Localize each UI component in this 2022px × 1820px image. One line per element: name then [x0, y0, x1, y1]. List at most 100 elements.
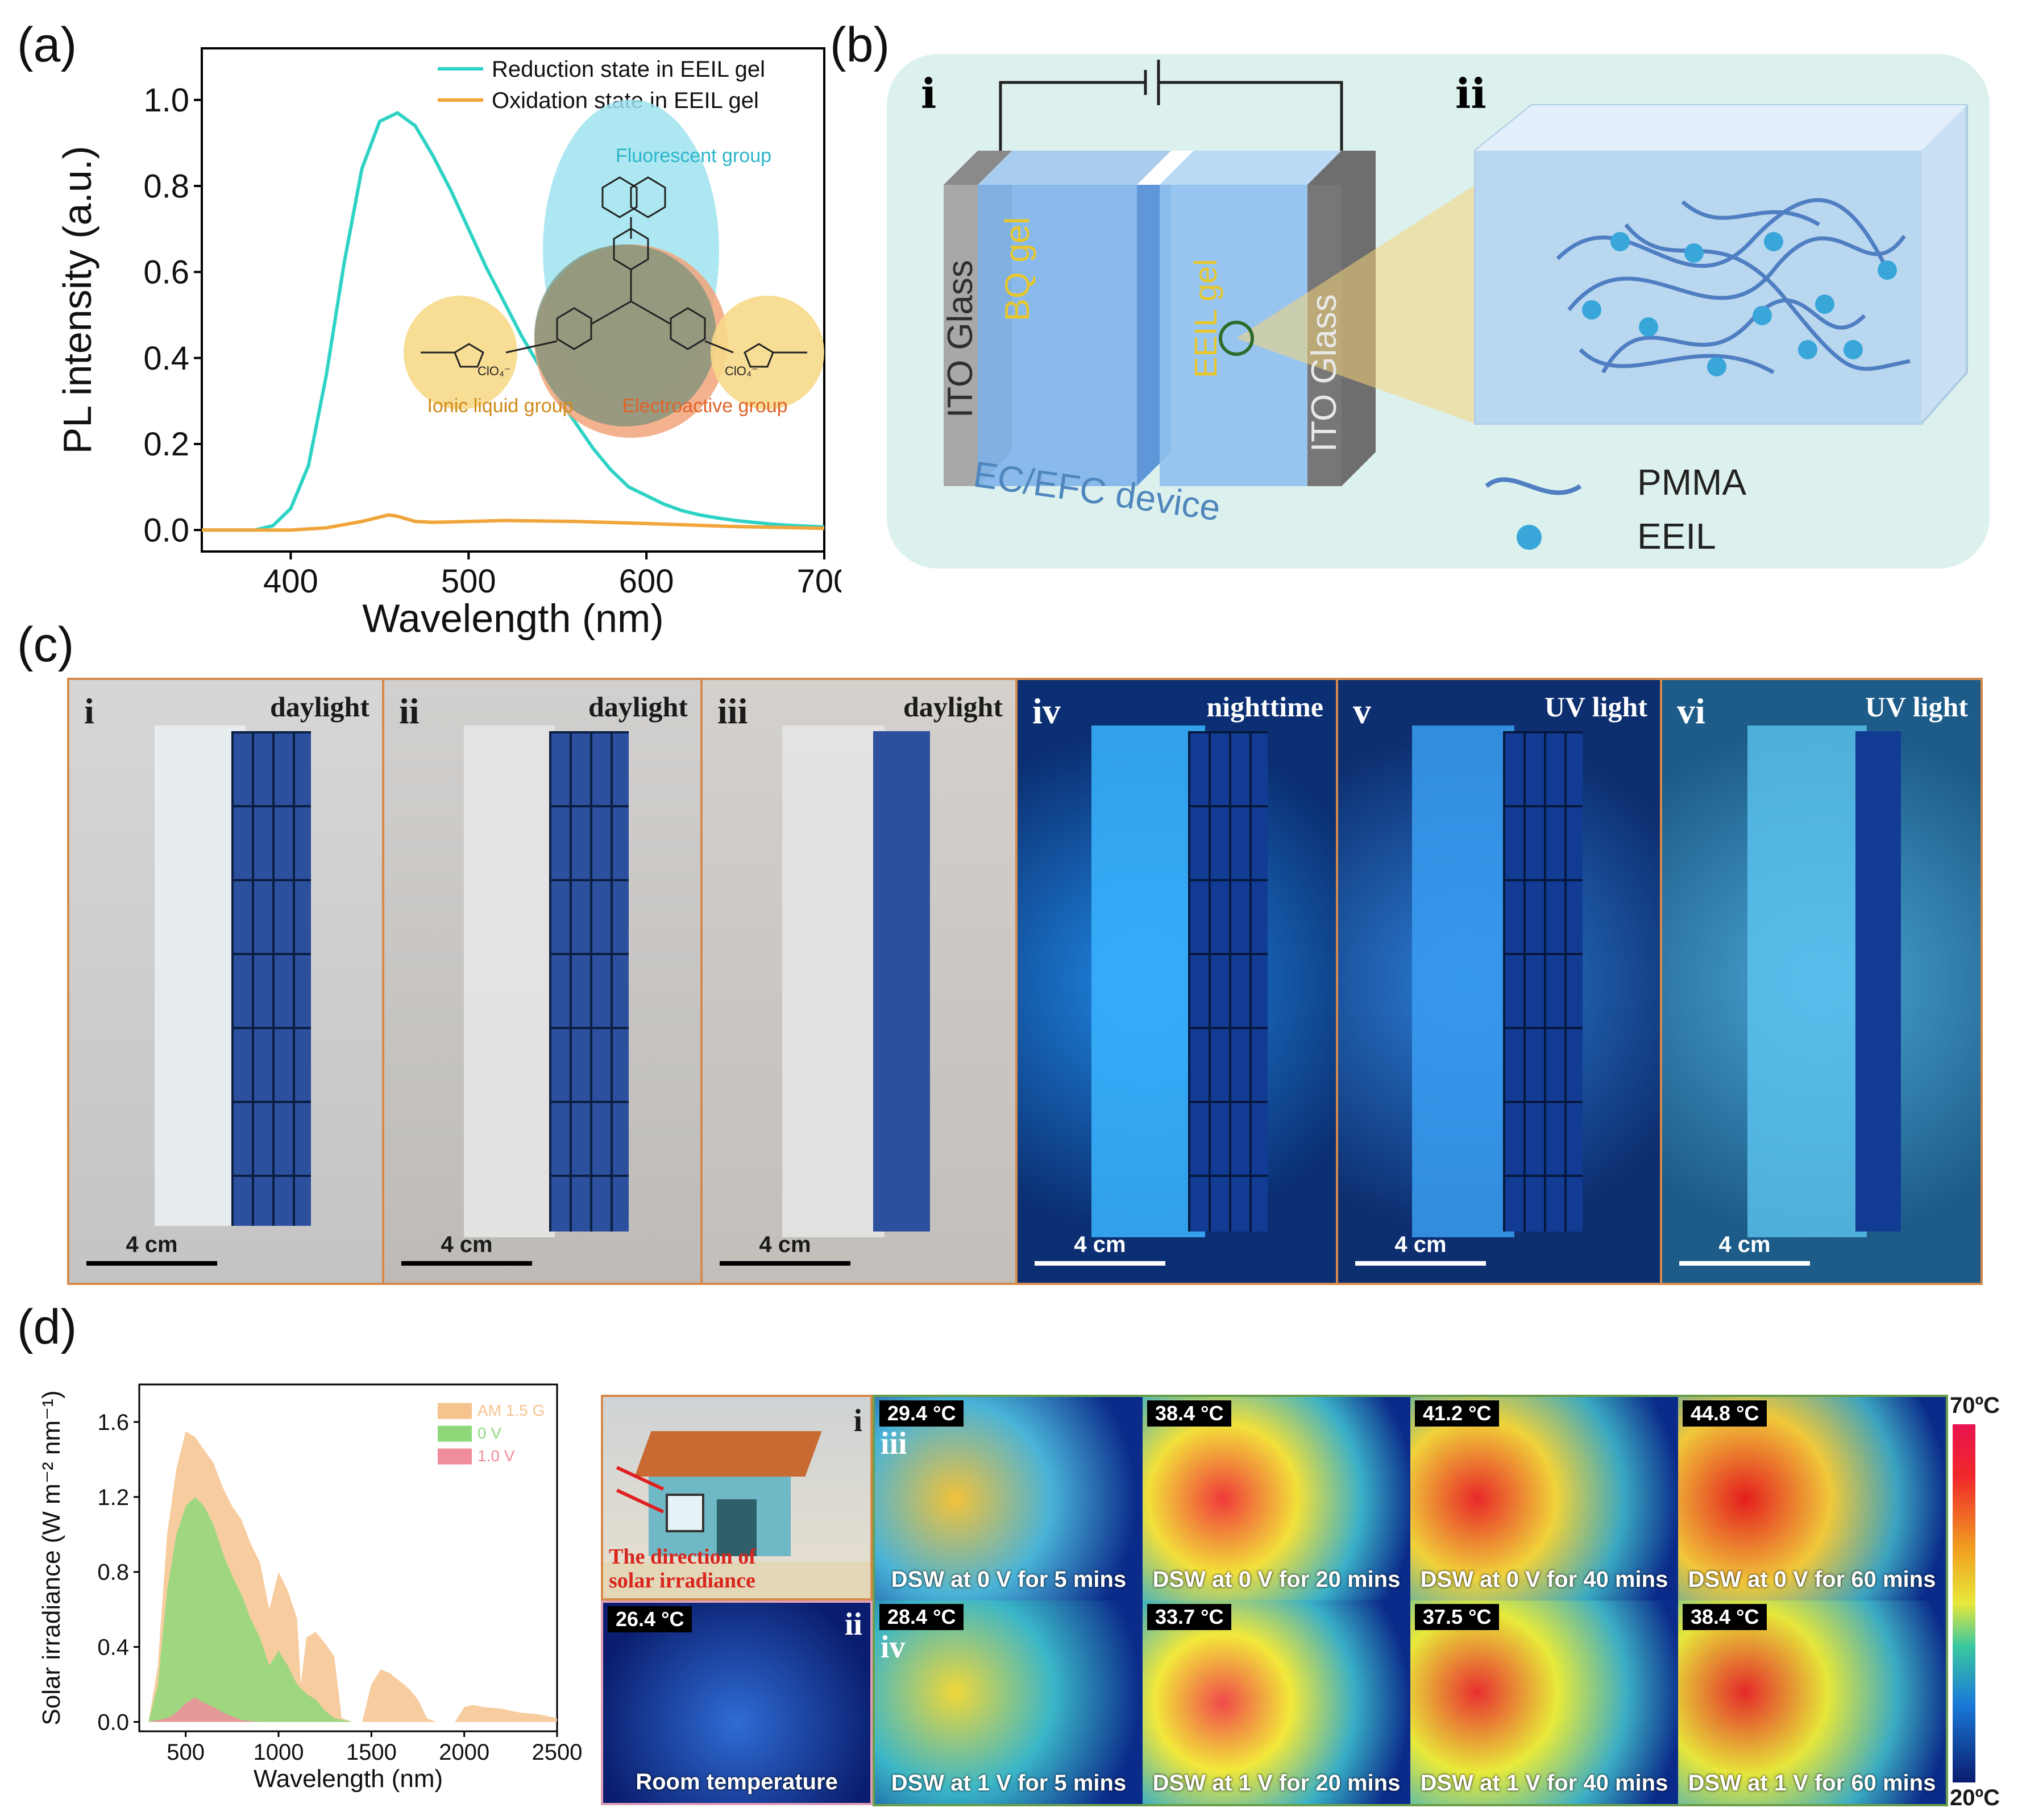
y-axis-label: PL intensity (a.u.) — [55, 146, 99, 454]
electroactive-label: Electroactive group — [622, 395, 787, 417]
eeil-particles — [1582, 232, 1897, 376]
photo-vi-scale: 4 cm — [1679, 1232, 1810, 1266]
thermal-caption: DSW at 1 V for 40 mins — [1420, 1771, 1668, 1796]
y-tick-label: 0.4 — [97, 1635, 129, 1660]
photo-v-condition: UV light — [1544, 691, 1647, 723]
schematic-roman-ii: ii — [1455, 69, 1487, 118]
bq-gel-label: BQ gel — [998, 217, 1036, 321]
photo-i-roman: i — [84, 691, 94, 731]
scale-label: 4 cm — [1074, 1232, 1126, 1257]
x-tick-label: 600 — [619, 563, 674, 600]
thermal-bottom-1: 28.4 °C iv DSW at 1 V for 5 mins — [875, 1601, 1143, 1804]
photo-ii-condition: daylight — [588, 691, 688, 723]
thermal-caption: DSW at 0 V for 40 mins — [1420, 1567, 1668, 1592]
core-region — [534, 244, 716, 426]
ionic-left-region — [404, 296, 517, 409]
photo-i-condition: daylight — [269, 691, 369, 723]
photo-vi-condition: UV light — [1865, 691, 1968, 723]
eeil-legend-dot — [1517, 525, 1542, 550]
photo-v-roman: v — [1353, 691, 1371, 731]
thermal-top-4: 44.8 °C DSW at 0 V for 60 mins — [1678, 1397, 1946, 1601]
legend-label-2: 1.0 V — [478, 1447, 515, 1465]
thermal-caption: DSW at 0 V for 20 mins — [1152, 1567, 1401, 1592]
x-tick-label: 2000 — [439, 1740, 489, 1765]
photo-iv-roman: iv — [1032, 691, 1061, 731]
anion-right: ClO₄⁻ — [725, 364, 758, 378]
photo-iii-condition: daylight — [903, 691, 1003, 723]
y-tick-label: 0.0 — [143, 512, 189, 549]
ito-glass-right-label: ITO Glass — [1305, 294, 1344, 452]
panel-label-d: (d) — [17, 1300, 77, 1354]
solar-irradiance-chart: 500 1000 1500 2000 2500 0.0 0.4 0.8 1.2 1.6 Wavele… — [38, 1383, 583, 1793]
x-tick-label: 1500 — [346, 1740, 397, 1765]
series-area-2 — [148, 1697, 260, 1722]
photo-v-scale: 4 cm — [1355, 1232, 1486, 1266]
y-axis-label: Solar irradiance (W m⁻² nm⁻¹) — [38, 1390, 65, 1725]
thermal-caption: DSW at 1 V for 60 mins — [1688, 1771, 1936, 1796]
eeil-gel-label: EEIL gel — [1188, 259, 1223, 378]
thermal-grid — [873, 1395, 1948, 1806]
photo-iii: iii daylight 4 cm — [700, 678, 1018, 1285]
y-tick-label: 0.8 — [143, 168, 189, 205]
photo-ii-scale: 4 cm — [401, 1232, 532, 1266]
x-tick-label: 700 — [797, 563, 841, 600]
photo-iii-roman: iii — [717, 691, 748, 731]
thermal-bottom-2: 33.7 °C DSW at 1 V for 20 mins — [1143, 1601, 1410, 1804]
plot-frame — [201, 47, 825, 553]
photo-ii-roman: ii — [399, 691, 420, 731]
photo-vi-roman: vi — [1677, 691, 1705, 731]
x-tick-label: 2500 — [532, 1740, 583, 1765]
photo-iv: iv nighttime 4 cm — [1015, 678, 1338, 1285]
photo-iii-scale: 4 cm — [720, 1232, 850, 1266]
ionic-right-region — [711, 296, 824, 409]
legend-label-1: 0 V — [478, 1424, 501, 1442]
x-axis-label: Wavelength (nm) — [254, 1765, 443, 1793]
ito-glass-left-label: ITO Glass — [941, 260, 980, 418]
legend-swatch-1 — [438, 1425, 472, 1442]
y-tick-label: 0.4 — [143, 340, 189, 377]
house-caption-line1: The direction of — [609, 1545, 756, 1569]
y-tick-label: 1.2 — [97, 1485, 129, 1510]
schematic-roman-i: i — [921, 69, 936, 118]
thermal-temp: 37.5 °C — [1415, 1604, 1500, 1630]
room-temperature-image: 26.4 °C ii Room temperature — [601, 1601, 873, 1805]
thermal-caption: DSW at 0 V for 5 mins — [891, 1567, 1127, 1592]
house-photo: i The direction of solar irradiance — [601, 1395, 873, 1601]
scale-label: 4 cm — [1718, 1232, 1771, 1257]
scale-label: 4 cm — [441, 1232, 493, 1257]
y-tick-label: 0.0 — [97, 1710, 129, 1735]
legend-label-0: AM 1.5 G — [478, 1402, 545, 1419]
thermal-temp: 38.4 °C — [1147, 1400, 1232, 1427]
scale-label: 4 cm — [1394, 1232, 1447, 1257]
y-tick-label: 0.8 — [97, 1560, 129, 1585]
series-area-1 — [148, 1496, 353, 1722]
thermal-top-1: 29.4 °C iii DSW at 0 V for 5 mins — [875, 1397, 1143, 1601]
fluorescent-label: Fluorescent group — [616, 145, 771, 167]
temperature-colorbar — [1953, 1424, 1975, 1782]
ionic-label: Ionic liquid group — [427, 395, 573, 417]
photo-v: v UV light 4 cm — [1336, 678, 1662, 1285]
panel-label-c: (c) — [17, 617, 74, 672]
legend-label-0: Reduction state in EEIL gel — [492, 57, 765, 82]
plot-frame — [138, 1383, 558, 1732]
legend-swatch-2 — [438, 1448, 472, 1465]
thermal-temp: 44.8 °C — [1683, 1400, 1767, 1427]
room-temp: 26.4 °C — [608, 1606, 692, 1632]
pl-spectrum-chart: 400 500 600 700 0.0 0.2 0.4 0.6 0.8 1.0 Wavelength… — [55, 47, 841, 641]
pmma-legend-label: PMMA — [1637, 462, 1746, 503]
series-line-1 — [202, 513, 825, 532]
thermal-top-3: 41.2 °C DSW at 0 V for 40 mins — [1410, 1397, 1678, 1601]
thermal-temp: 28.4 °C — [879, 1604, 964, 1630]
photo-vi: vi UV light 4 cm — [1660, 678, 1983, 1285]
molecule-inset: Fluorescent group Ionic liquid group Ele… — [404, 100, 824, 438]
house-caption-line2: solar irradiance — [609, 1569, 755, 1593]
photo-i: i daylight 4 cm — [67, 678, 384, 1285]
eeil-legend-label: EEIL — [1637, 516, 1716, 557]
photo-iv-condition: nighttime — [1206, 691, 1323, 723]
device-schematic: i ii ITO Glass BQ gel EEIL gel ITO Glass… — [921, 60, 1968, 557]
thermal-bottom-4: 38.4 °C DSW at 1 V for 60 mins — [1678, 1601, 1946, 1804]
row-iv-label: iv — [881, 1630, 906, 1665]
thermal-temp: 33.7 °C — [1147, 1604, 1232, 1630]
photo-i-scale: 4 cm — [86, 1232, 217, 1266]
room-caption: Room temperature — [636, 1769, 838, 1794]
